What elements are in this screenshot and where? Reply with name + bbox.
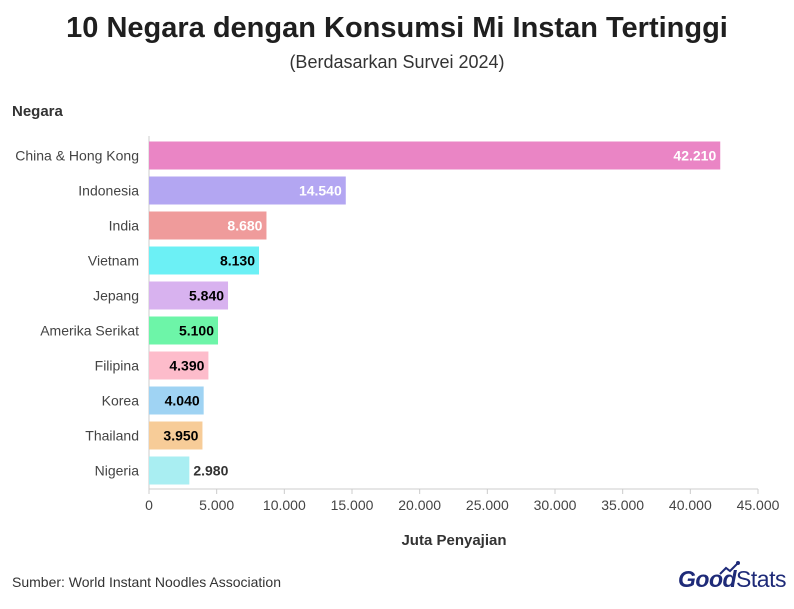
bar — [149, 176, 346, 205]
data-label: 5.840 — [189, 288, 224, 304]
x-tick-label: 20.000 — [398, 497, 441, 513]
bar — [149, 456, 190, 485]
logo-chart-icon — [719, 561, 740, 575]
chart-title: 10 Negara dengan Konsumsi Mi Instan Tert… — [66, 12, 728, 44]
data-label: 2.980 — [193, 463, 228, 479]
bar-chart: China & Hong Kong 42.210 Indonesia 14.540 In… — [15, 136, 780, 549]
x-tick-label: 40.000 — [669, 497, 712, 513]
data-label: 4.040 — [165, 393, 200, 409]
bar — [149, 211, 267, 240]
y-tick-label: Vietnam — [88, 253, 139, 269]
y-tick-label: India — [109, 218, 140, 234]
y-tick-label: Filipina — [95, 358, 140, 374]
x-axis-title: Juta Penyajian — [401, 532, 506, 549]
bar — [149, 351, 209, 380]
data-label: 42.210 — [673, 148, 716, 164]
logo-text-stats: Stats — [736, 566, 786, 592]
y-tick-label: Jepang — [93, 288, 139, 304]
chart-subtitle: (Berdasarkan Survei 2024) — [289, 52, 505, 72]
bar — [149, 316, 219, 345]
bar — [149, 281, 229, 310]
y-tick-label: Korea — [102, 393, 140, 409]
y-tick-label: Amerika Serikat — [40, 323, 139, 339]
x-tick-label: 10.000 — [263, 497, 306, 513]
bar — [149, 246, 260, 275]
x-tick-label: 15.000 — [331, 497, 374, 513]
goodstats-logo: GoodStats — [678, 566, 786, 593]
y-tick-label: China & Hong Kong — [15, 148, 139, 164]
y-tick-label: Thailand — [85, 428, 139, 444]
data-label: 4.390 — [169, 358, 204, 374]
x-tick-label: 30.000 — [534, 497, 577, 513]
x-tick-label: 5.000 — [199, 497, 234, 513]
bar — [149, 386, 204, 415]
y-axis-title: Negara — [12, 103, 63, 120]
data-label: 14.540 — [299, 183, 342, 199]
data-label: 8.680 — [227, 218, 262, 234]
x-tick-label: 45.000 — [737, 497, 780, 513]
bar — [149, 141, 721, 170]
y-tick-label: Indonesia — [78, 183, 139, 199]
x-tick-label: 35.000 — [601, 497, 644, 513]
source-note: Sumber: World Instant Noodles Associatio… — [12, 574, 281, 590]
data-label: 3.950 — [163, 428, 198, 444]
bar — [149, 421, 203, 450]
data-label: 5.100 — [179, 323, 214, 339]
y-tick-label: Nigeria — [95, 463, 140, 479]
data-label: 8.130 — [220, 253, 255, 269]
logo-text-good: Good — [678, 566, 737, 592]
x-tick-label: 25.000 — [466, 497, 509, 513]
x-tick-label: 0 — [145, 497, 153, 513]
